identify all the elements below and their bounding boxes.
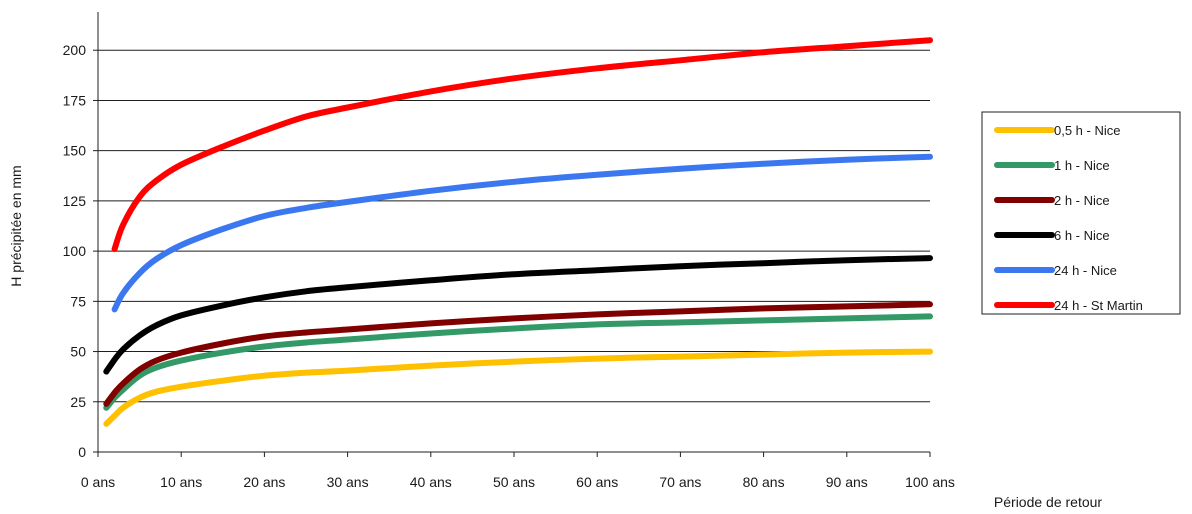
y-tick-label: 150 [63,143,87,159]
y-tick-label: 125 [63,193,87,209]
x-tick-label: 100 ans [905,474,955,490]
legend: 0,5 h - Nice 1 h - Nice 2 h - Nice 6 h - Ni… [981,111,1181,315]
x-tick-label: 70 ans [659,474,701,490]
legend-entry-label: 24 h - Nice [1054,263,1117,278]
legend-entry-label: 24 h - St Martin [1054,298,1143,313]
series-line-4 [111,153,933,313]
y-tick-label: 175 [63,92,87,108]
y-tick-labels: 0 25 50 75 100 125 150 175 200 [63,42,87,460]
legend-entry-label: 6 h - Nice [1054,228,1110,243]
x-tick-label: 50 ans [493,474,535,490]
x-tick-label: 0 ans [81,474,115,490]
legend-entry-label: 2 h - Nice [1054,193,1110,208]
series-line-3 [103,255,933,375]
x-tick-label: 90 ans [826,474,868,490]
series-line-5 [111,37,933,253]
y-tick-label: 200 [63,42,87,58]
y-tick-label: 75 [70,293,86,309]
legend-entry-label: 1 h - Nice [1054,158,1110,173]
series-line-1 [103,313,933,411]
x-tick-labels: 0 ans 10 ans 20 ans 30 ans 40 ans 50 ans 60 an… [81,474,955,490]
x-tick-label: 30 ans [327,474,369,490]
x-axis-label: Période de retour [994,494,1103,510]
series-line-2 [103,301,933,407]
series-line-0 [103,348,933,427]
legend-box [981,111,1181,315]
x-tick-label: 40 ans [410,474,452,490]
legend-entry-label: 0,5 h - Nice [1054,123,1120,138]
x-tick-label: 60 ans [576,474,618,490]
x-tick-label: 20 ans [243,474,285,490]
y-tick-label: 100 [63,243,87,259]
y-axis-label: H précipitée en mm [8,165,24,286]
plot-area [103,37,933,427]
axes [93,12,931,457]
x-tick-label: 10 ans [160,474,202,490]
x-tick-label: 80 ans [743,474,785,490]
y-tick-label: 50 [70,344,86,360]
y-tick-label: 0 [78,444,86,460]
y-tick-label: 25 [70,394,86,410]
